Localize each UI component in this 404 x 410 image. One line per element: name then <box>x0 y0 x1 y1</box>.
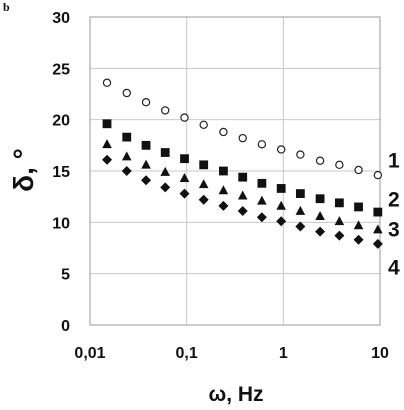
x-tick-label: 1 <box>279 345 288 362</box>
x-axis-label: ω, Hz <box>208 383 263 406</box>
series-label-2: 2 <box>388 189 400 212</box>
data-point <box>257 178 267 188</box>
x-tick-labels: 0,01 0,1 1 10 <box>74 345 389 362</box>
data-point <box>354 202 363 212</box>
data-point <box>256 212 267 223</box>
data-point <box>141 175 152 186</box>
data-point <box>121 166 132 176</box>
data-point <box>315 156 325 165</box>
y-tick-labels: 0 5 10 15 20 25 30 <box>52 10 70 335</box>
data-point <box>102 119 112 129</box>
data-point <box>315 226 326 237</box>
data-point <box>180 113 189 122</box>
data-point <box>141 159 151 169</box>
y-tick-label: 10 <box>52 215 70 232</box>
data-point <box>237 190 248 200</box>
y-tick-label: 5 <box>61 267 70 284</box>
data-point <box>238 133 247 143</box>
data-point <box>218 200 229 211</box>
y-tick-label: 15 <box>52 164 70 181</box>
plot-area-border <box>89 16 381 326</box>
data-point <box>102 78 112 87</box>
data-point <box>373 170 383 180</box>
series-1 <box>102 78 383 180</box>
data-point <box>121 151 132 161</box>
data-point <box>160 148 170 157</box>
series-label-3: 3 <box>388 219 400 242</box>
y-axis-label: δ, ° <box>8 148 39 192</box>
data-point <box>296 150 305 159</box>
grid <box>90 17 380 325</box>
series-4 <box>102 154 383 249</box>
series-label-4: 4 <box>388 257 400 280</box>
data-point <box>276 145 286 154</box>
data-point <box>276 184 286 193</box>
data-point <box>198 179 209 189</box>
data-point <box>122 88 131 98</box>
data-point <box>354 165 363 175</box>
y-tick-label: 30 <box>52 10 70 27</box>
y-tick-label: 25 <box>52 61 70 78</box>
x-tick-label: 0,01 <box>74 345 105 362</box>
data-point <box>295 189 305 198</box>
series-2 <box>102 119 383 217</box>
data-point <box>373 207 383 217</box>
x-tick-label: 0,1 <box>176 345 198 362</box>
data-point <box>295 205 306 215</box>
data-point <box>353 234 364 245</box>
data-point <box>219 127 228 137</box>
data-point <box>334 198 344 208</box>
data-point <box>257 140 267 149</box>
data-point <box>276 200 286 210</box>
data-point <box>238 172 248 182</box>
data-point <box>161 106 170 115</box>
data-point <box>102 154 113 165</box>
data-point <box>180 154 189 164</box>
data-points <box>102 78 383 249</box>
data-point <box>335 160 344 170</box>
data-point <box>199 160 209 170</box>
data-point <box>334 216 345 226</box>
x-tick-label: 10 <box>371 345 389 362</box>
data-point <box>219 166 228 176</box>
data-point <box>295 221 306 232</box>
data-point <box>372 238 383 249</box>
data-point <box>160 166 171 176</box>
data-point <box>334 230 345 241</box>
data-point <box>198 194 209 205</box>
data-point <box>102 139 112 149</box>
data-point <box>122 132 132 142</box>
data-point <box>257 195 267 205</box>
data-point <box>179 188 190 199</box>
series-labels: 1 2 3 4 <box>388 150 400 280</box>
y-tick-label: 0 <box>61 318 70 335</box>
data-point <box>160 182 171 193</box>
y-tick-label: 20 <box>52 113 70 130</box>
data-point <box>353 220 364 230</box>
panel-label: b <box>3 0 10 14</box>
data-point <box>276 216 287 227</box>
data-point <box>315 210 325 220</box>
data-point <box>373 224 383 234</box>
data-point <box>315 194 325 204</box>
plot-frame <box>89 16 381 326</box>
series-label-1: 1 <box>388 150 400 173</box>
data-point <box>199 120 208 130</box>
data-point <box>179 172 190 182</box>
data-point <box>141 98 151 107</box>
data-point <box>237 206 248 217</box>
data-point <box>141 140 151 150</box>
data-point <box>218 185 229 195</box>
series-3 <box>102 139 383 234</box>
